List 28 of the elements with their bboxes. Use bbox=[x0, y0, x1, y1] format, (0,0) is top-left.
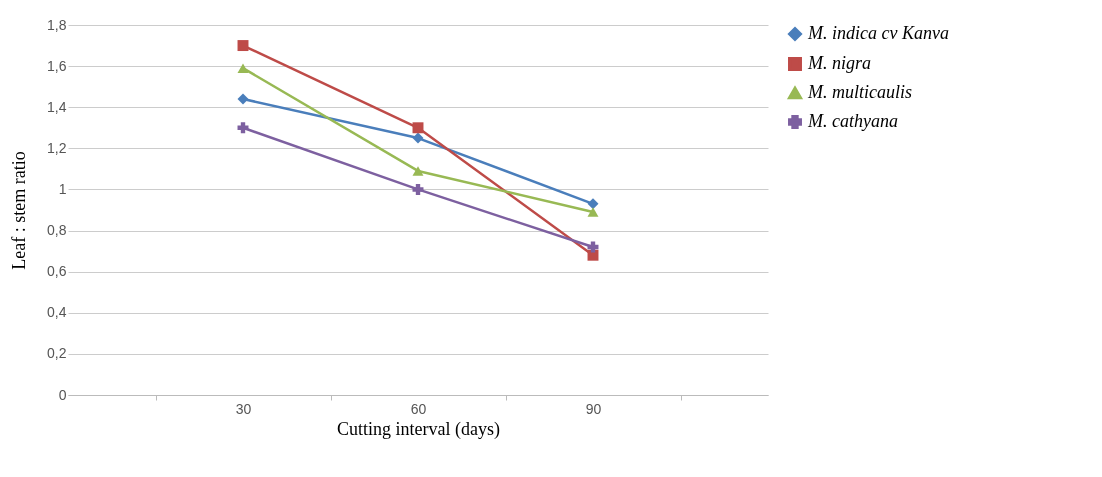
point bbox=[237, 63, 249, 73]
point bbox=[412, 166, 424, 176]
y-tick-label: 1,6 bbox=[47, 57, 67, 74]
x-tick-label: 30 bbox=[235, 400, 252, 417]
point bbox=[587, 198, 599, 210]
y-tick-label: 0 bbox=[58, 386, 67, 403]
y-tick-label: 1 bbox=[58, 180, 67, 197]
point bbox=[412, 132, 424, 144]
legend-label: M. indica cv Kanva bbox=[807, 23, 949, 43]
point bbox=[412, 183, 424, 195]
legend-label: M. multicaulis bbox=[807, 82, 912, 102]
point bbox=[237, 93, 249, 105]
point bbox=[412, 122, 424, 134]
y-tick-label: 0,4 bbox=[47, 304, 67, 321]
y-tick-label: 0,8 bbox=[47, 222, 67, 239]
y-axis-title: Leaf : stem ratio bbox=[9, 151, 30, 270]
y-tick-label: 0,6 bbox=[47, 263, 67, 280]
point bbox=[587, 207, 599, 217]
y-tick-label: 1,4 bbox=[47, 98, 67, 115]
y-tick-label: 1,2 bbox=[47, 139, 67, 156]
x-tick-label: 90 bbox=[585, 400, 602, 417]
x-tick-label: 60 bbox=[410, 400, 427, 417]
point bbox=[237, 40, 249, 52]
legend-label: M. cathyana bbox=[807, 111, 898, 131]
legend-label: M. nigra bbox=[807, 53, 871, 73]
y-tick-label: 0,2 bbox=[47, 345, 67, 362]
y-tick-label: 1,8 bbox=[47, 16, 67, 33]
x-axis-title: Cutting interval (days) bbox=[337, 418, 500, 440]
